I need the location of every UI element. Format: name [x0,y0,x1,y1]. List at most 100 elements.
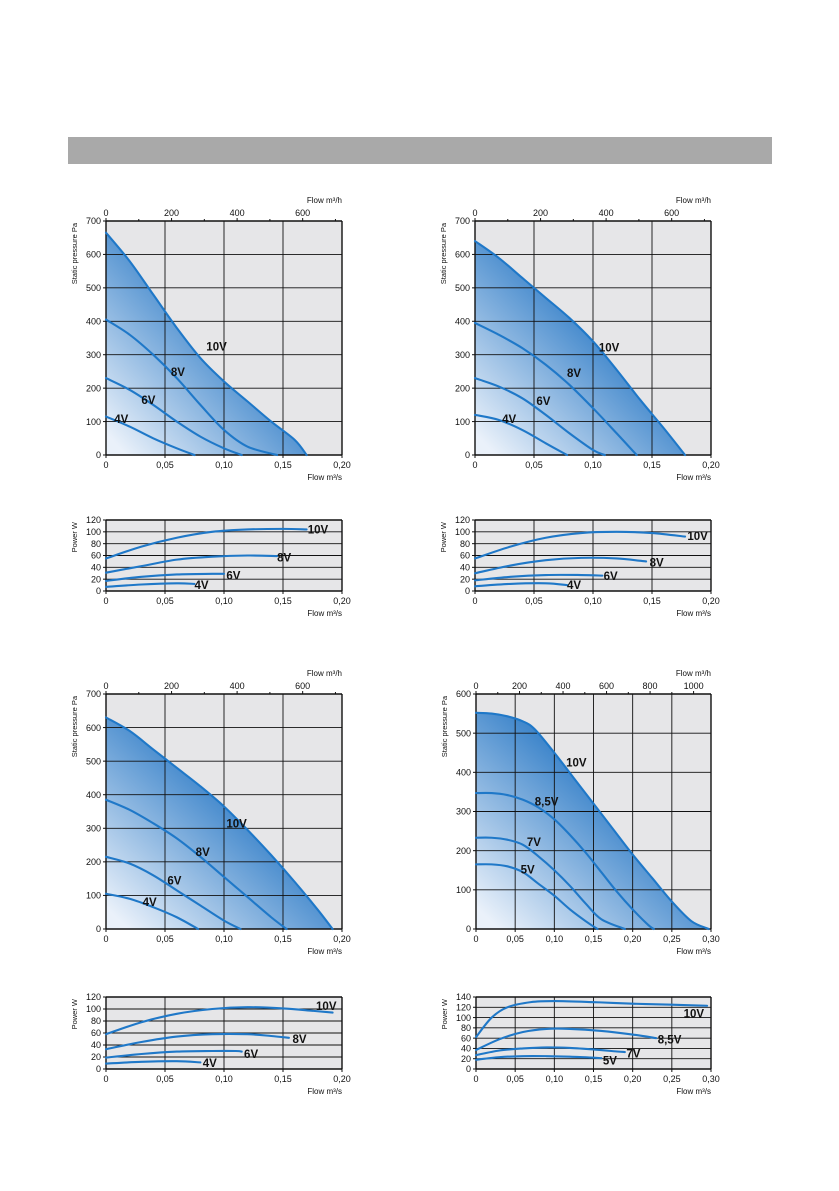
y-tick-label: 500 [86,283,101,293]
y-tick-label: 120 [86,992,101,1002]
x-tick-label: 0,10 [546,1074,564,1084]
x-tick-label: 0,20 [333,460,351,470]
x-tick-label: 0,15 [274,460,292,470]
series-label: 6V [536,396,550,408]
series-line-10V [104,231,308,457]
y-tick-label: 100 [86,417,101,427]
y-tick-label: 100 [455,417,470,427]
top-tick-label: 600 [664,208,679,218]
y-tick-label: 20 [460,574,470,584]
y-tick-label: 400 [86,316,101,326]
x-tick-label: 0,30 [702,1074,720,1084]
series-line-6V [104,855,242,931]
series-line-10V [474,1000,709,1039]
top-tick-label: 400 [556,681,571,691]
x-tick-label: 0,20 [333,934,351,944]
series-label: 8,5V [658,1035,682,1047]
y-tick-label: 400 [455,316,470,326]
x-tick-label: 0,20 [624,1074,642,1084]
series-line-6V [104,377,243,457]
y-tick-label: 200 [86,857,101,867]
x-axis-label: Flow m³/s [307,1087,342,1096]
y-axis-label: Static pressure Pa [439,222,448,284]
x-tick-label: 0,15 [643,460,661,470]
y-tick-label: 700 [86,216,101,226]
series-label: 10V [599,342,620,354]
y-tick-label: 60 [91,1028,101,1038]
series-line-8V [104,554,279,574]
chart-7: 0 20 40 60 80 100 120 0 0,05 0,10 0,15 0,20 Flow m³/… [70,992,351,1096]
top-tick-label: 600 [295,208,310,218]
y-tick-label: 600 [456,689,471,699]
x-axis-label: Flow m³/s [307,473,342,482]
x-tick-label: 0,15 [643,596,661,606]
x-tick-label: 0 [103,460,108,470]
section-header-bar [68,137,772,164]
x-tick-label: 0,20 [702,596,720,606]
x-tick-label: 0,10 [584,460,602,470]
x-tick-label: 0,05 [156,596,174,606]
top-tick-label: 800 [643,681,658,691]
series-line-4V [104,892,200,931]
y-axis-label: Static pressure Pa [70,222,79,284]
y-tick-label: 120 [456,1002,471,1012]
x-tick-label: 0,20 [702,460,720,470]
y-tick-label: 700 [86,689,101,699]
y-tick-label: 100 [456,885,471,895]
top-tick-label: 400 [230,681,245,691]
y-tick-label: 100 [455,527,470,537]
series-line-8V [104,1032,290,1051]
y-axis-label: Static pressure Pa [440,695,449,757]
series-label: 4V [502,414,516,426]
series-label: 7V [527,837,541,849]
series-line-5V [474,1054,603,1061]
series-line-10V [104,1006,334,1036]
series-label: 8V [567,368,581,380]
y-tick-label: 20 [91,574,101,584]
series-line-4V [104,582,196,588]
y-tick-label: 80 [461,1023,471,1033]
y-tick-label: 0 [96,450,101,460]
series-line-8V [104,798,288,931]
series-line-4V [473,413,569,457]
series-line-7V [474,1046,626,1057]
y-tick-label: 40 [91,1040,101,1050]
x-tick-label: 0,20 [333,596,351,606]
y-tick-label: 200 [456,846,471,856]
operating-area [476,712,709,929]
x-tick-label: 0 [472,596,477,606]
series-label: 6V [141,395,155,407]
top-tick-label: 200 [533,208,548,218]
y-tick-label: 60 [461,1033,471,1043]
y-tick-label: 20 [461,1054,471,1064]
x-tick-label: 0,05 [156,1074,174,1084]
y-tick-label: 0 [466,924,471,934]
series-line-8-5V [474,1027,658,1052]
series-label: 8V [277,552,291,564]
series-line-8-5V [474,791,655,931]
series-label: 4V [114,414,128,426]
y-tick-label: 300 [86,823,101,833]
x-tick-label: 0,20 [624,934,642,944]
series-label: 4V [567,580,581,592]
x-axis-label: Flow m³/s [676,947,711,956]
y-tick-label: 200 [455,383,470,393]
series-label: 6V [604,571,618,583]
y-tick-label: 300 [456,807,471,817]
x-tick-label: 0,10 [546,934,564,944]
series-label: 10V [226,818,247,830]
series-label: 8V [171,367,185,379]
y-tick-label: 80 [91,1016,101,1026]
series-line-8V [473,321,638,457]
y-tick-label: 120 [86,515,101,525]
y-tick-label: 600 [86,723,101,733]
x-tick-label: 0,10 [215,1074,233,1084]
x-tick-label: 0 [472,460,477,470]
x-tick-label: 0 [473,934,478,944]
y-axis-label: Static pressure Pa [70,695,79,757]
y-tick-label: 40 [91,563,101,573]
x-tick-label: 0 [473,1074,478,1084]
